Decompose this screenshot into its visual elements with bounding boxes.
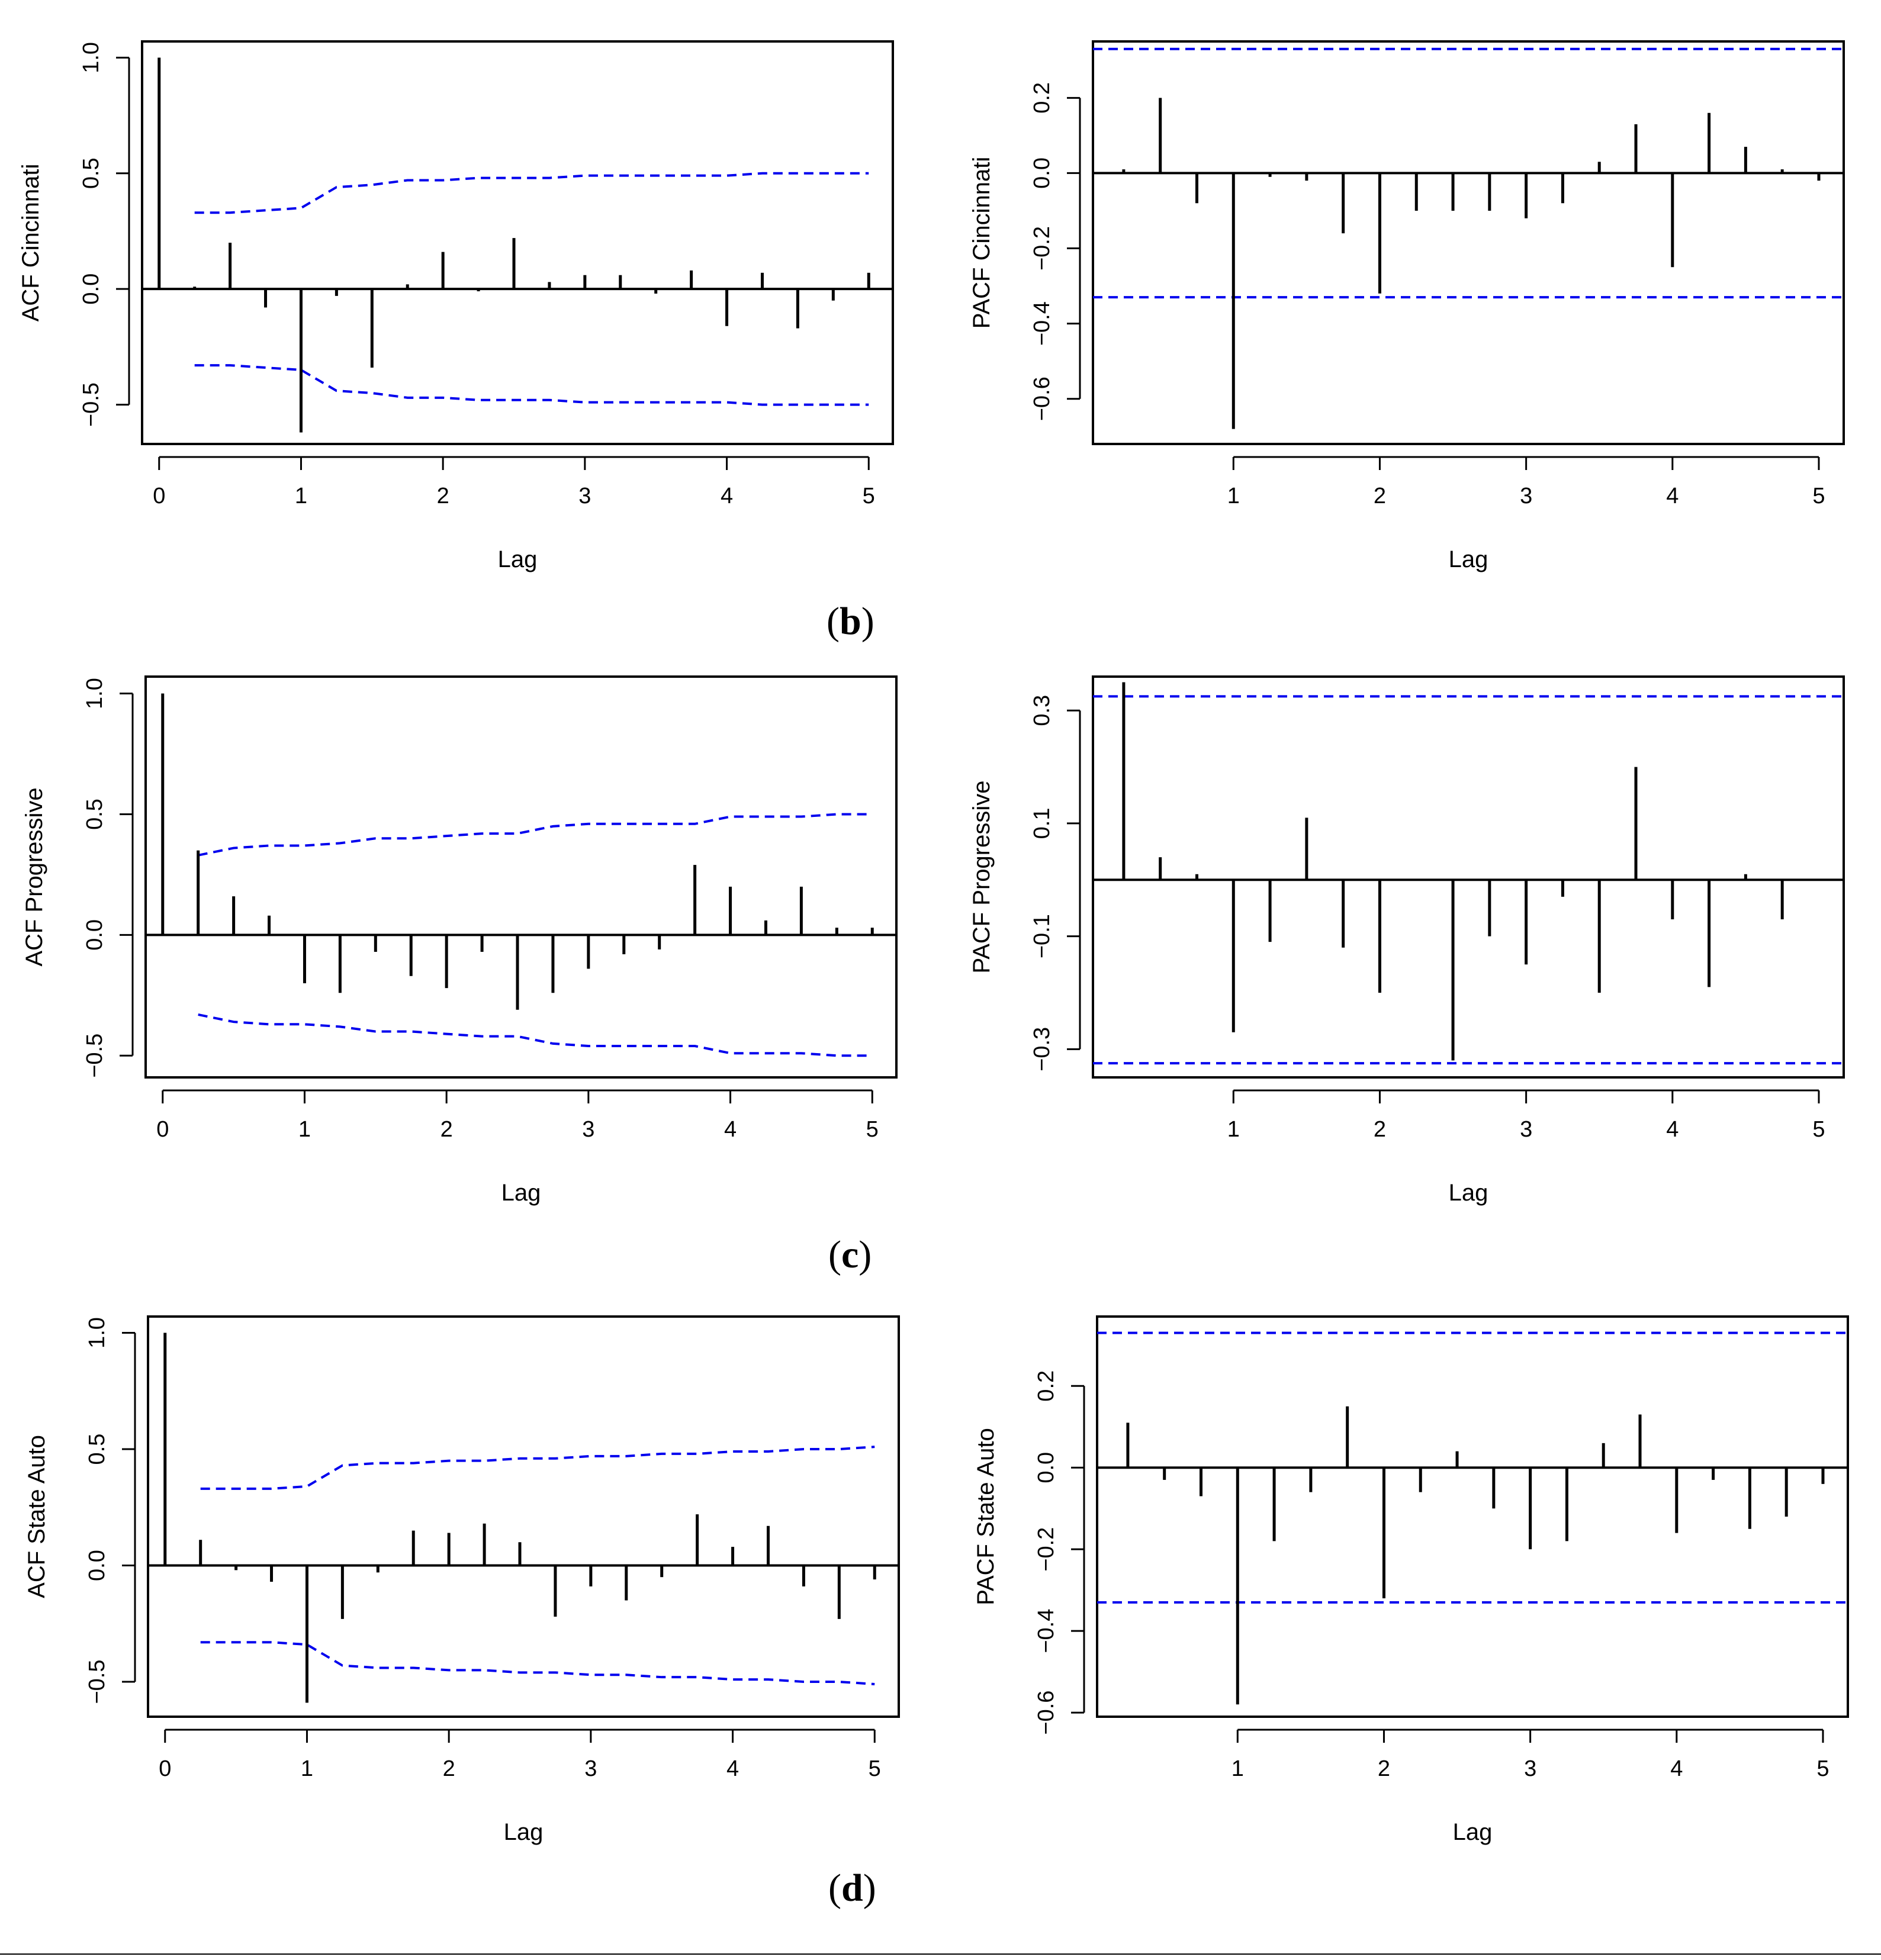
y-tick-label: 0.2	[1034, 1370, 1059, 1402]
x-tick-label: 1	[301, 1756, 313, 1781]
x-tick-label: 1	[1227, 1117, 1240, 1142]
y-tick-label: 0.1	[1030, 808, 1054, 839]
x-axis-label: Lag	[1449, 1180, 1488, 1206]
x-tick-label: 5	[1812, 1117, 1825, 1142]
y-tick-label: −0.1	[1030, 914, 1054, 958]
y-tick-label: 0.0	[79, 273, 104, 305]
x-tick-label: 4	[721, 484, 733, 508]
y-axis-label: ACF State Auto	[24, 1435, 50, 1598]
x-tick-label: 4	[724, 1117, 737, 1142]
y-tick-label: 0.0	[1030, 157, 1054, 189]
plot-frame	[141, 40, 894, 445]
x-tick-label: 4	[1666, 484, 1679, 508]
lower-confidence-bound	[194, 364, 869, 406]
x-tick-label: 4	[726, 1756, 739, 1781]
y-tick-label: −0.5	[79, 382, 104, 427]
x-axis-label: Lag	[504, 1819, 544, 1845]
x-tick-label: 4	[1666, 1117, 1679, 1142]
chart-acf_progressive: 0 1 2 3 4 5 Lag −0.5 0.0 0.5 1.0 ACF Progressive	[21, 675, 898, 1206]
lower-confidence-bound	[200, 1641, 875, 1685]
y-tick-label: −0.2	[1030, 226, 1054, 271]
y-tick-label: −0.2	[1034, 1527, 1059, 1572]
x-tick-label: 1	[1227, 484, 1240, 508]
y-tick-label: 1.0	[79, 42, 104, 73]
panel-label-b: (b)	[827, 600, 874, 643]
x-axis-label: Lag	[501, 1180, 541, 1206]
plot-frame	[144, 675, 898, 1079]
panel-label-c: (c)	[828, 1233, 872, 1276]
x-tick-label: 1	[295, 484, 307, 508]
y-tick-label: 0.0	[85, 1550, 110, 1581]
y-tick-label: −0.5	[85, 1660, 110, 1704]
x-axis-label: Lag	[1453, 1819, 1493, 1845]
y-tick-label: −0.3	[1030, 1027, 1054, 1071]
y-tick-label: −0.6	[1034, 1691, 1059, 1735]
x-tick-label: 3	[1520, 484, 1532, 508]
x-axis-label: Lag	[1449, 546, 1488, 572]
lower-confidence-bound	[198, 1013, 873, 1057]
x-tick-label: 5	[863, 484, 875, 508]
plot-frame	[1092, 40, 1845, 445]
x-tick-label: 3	[1524, 1756, 1536, 1781]
y-axis-label: PACF State Auto	[973, 1428, 999, 1605]
y-tick-label: 1.0	[85, 1317, 110, 1348]
bottom-rule	[0, 1953, 1881, 1955]
plot-frame	[147, 1315, 900, 1718]
chart-acf_state_auto: 0 1 2 3 4 5 Lag −0.5 0.0 0.5 1.0 ACF State Auto	[24, 1315, 900, 1845]
x-tick-label: 0	[153, 484, 165, 508]
upper-confidence-bound	[194, 172, 869, 214]
y-tick-label: 0.0	[82, 919, 107, 951]
x-tick-label: 4	[1670, 1756, 1683, 1781]
x-tick-label: 2	[437, 484, 449, 508]
x-tick-label: 0	[159, 1756, 171, 1781]
y-tick-label: 0.2	[1030, 82, 1054, 114]
y-axis-label: ACF Cincinnati	[18, 164, 44, 322]
y-tick-label: −0.5	[82, 1034, 107, 1078]
y-tick-label: 0.5	[79, 157, 104, 189]
chart-pacf_progressive: 1 2 3 4 5 Lag −0.3 −0.1 0.1 0.3 PACF Progressive	[969, 675, 1845, 1206]
x-tick-label: 2	[1374, 1117, 1386, 1142]
y-axis-label: PACF Progressive	[969, 780, 995, 973]
x-tick-label: 5	[866, 1117, 879, 1142]
y-tick-label: −0.4	[1030, 301, 1054, 346]
x-tick-label: 2	[1374, 484, 1386, 508]
x-tick-label: 5	[1816, 1756, 1829, 1781]
y-tick-label: 0.3	[1030, 695, 1054, 726]
plot-frame	[1092, 675, 1845, 1079]
x-axis-label: Lag	[498, 546, 538, 572]
y-axis-label: PACF Cincinnati	[969, 157, 995, 329]
chart-pacf_state_auto: 1 2 3 4 5 Lag −0.6 −0.4 −0.2 0.0 0.2 PACF State Aut…	[973, 1315, 1849, 1845]
panel-label-d: (d)	[828, 1866, 876, 1910]
plot-frame	[1096, 1315, 1849, 1718]
chart-acf_cincinnati: 0 1 2 3 4 5 Lag −0.5 0.0 0.5 1.0 ACF Cincinnati	[18, 40, 894, 572]
chart-pacf_cincinnati: 1 2 3 4 5 Lag −0.6 −0.4 −0.2 0.0 0.2 PACF Cincinnat…	[969, 40, 1845, 572]
x-tick-label: 3	[584, 1756, 597, 1781]
x-tick-label: 3	[578, 484, 591, 508]
x-tick-label: 1	[1232, 1756, 1244, 1781]
y-tick-label: 1.0	[82, 678, 107, 709]
x-tick-label: 2	[440, 1117, 453, 1142]
y-tick-label: 0.5	[82, 799, 107, 830]
upper-confidence-bound	[198, 813, 873, 857]
x-tick-label: 5	[869, 1756, 881, 1781]
x-tick-label: 3	[1520, 1117, 1532, 1142]
y-tick-label: 0.5	[85, 1434, 110, 1465]
x-tick-label: 2	[443, 1756, 455, 1781]
x-tick-label: 0	[156, 1117, 169, 1142]
y-tick-label: 0.0	[1034, 1452, 1059, 1483]
y-tick-label: −0.6	[1030, 376, 1054, 421]
x-tick-label: 3	[582, 1117, 594, 1142]
x-tick-label: 5	[1812, 484, 1825, 508]
x-tick-label: 1	[298, 1117, 311, 1142]
y-axis-label: ACF Progressive	[21, 787, 47, 966]
upper-confidence-bound	[200, 1446, 875, 1490]
y-tick-label: −0.4	[1034, 1609, 1059, 1653]
x-tick-label: 2	[1378, 1756, 1390, 1781]
